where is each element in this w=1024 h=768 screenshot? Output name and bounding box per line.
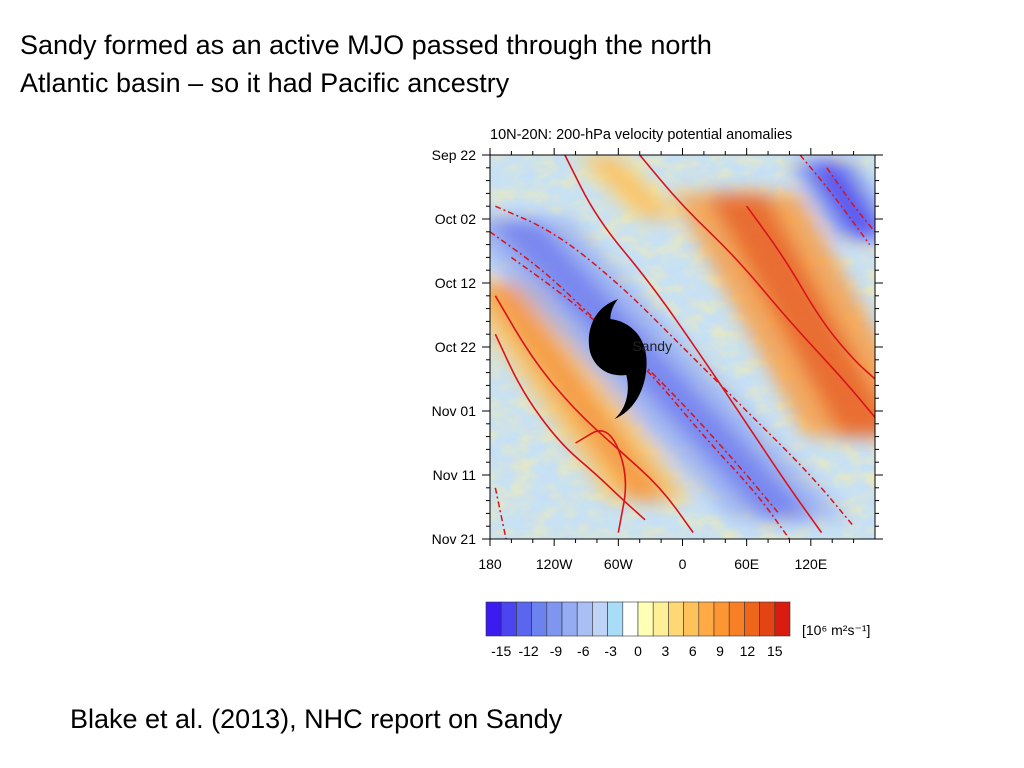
- colorbar-tick-label: -15: [491, 643, 511, 659]
- colorbar-swatch: [759, 601, 776, 637]
- contour-solid-positive: [494, 295, 694, 534]
- colorbar-swatch: [637, 601, 654, 637]
- contour-solid-positive: [564, 155, 823, 534]
- contour-solid-positive: [575, 430, 627, 533]
- colorbar-swatch: [713, 601, 730, 637]
- hurricane-symbol-icon: [588, 299, 647, 419]
- contour-dashed-negative: [799, 155, 871, 246]
- x-tick-label: 120W: [536, 556, 573, 572]
- anomaly-shading: [490, 155, 875, 520]
- chart-title: 10N-20N: 200-hPa velocity potential anom…: [490, 127, 792, 143]
- contour-dashed-negative: [510, 256, 780, 514]
- contour-solid-positive: [746, 205, 875, 380]
- colorbar-swatch: [774, 601, 791, 637]
- colorbar-tick-label: 9: [716, 643, 724, 659]
- x-tick-label: 180: [478, 556, 502, 572]
- shading-core-negative: [490, 219, 816, 520]
- x-tick-label: 0: [679, 556, 687, 572]
- colorbar-tick-label: 3: [661, 643, 669, 659]
- colorbar-swatch: [516, 601, 532, 637]
- colorbar-swatch: [561, 601, 578, 637]
- anomaly-contours: [490, 155, 875, 539]
- shading-core-positive: [490, 283, 670, 501]
- colorbar-tick-label: -12: [518, 643, 538, 659]
- y-tick-label: Oct 22: [435, 339, 476, 355]
- plot-area: [490, 155, 875, 539]
- citation: Blake et al. (2013), NHC report on Sandy: [70, 704, 563, 734]
- colorbar-tick-label: 12: [740, 643, 756, 659]
- y-tick-label: Oct 12: [435, 275, 476, 291]
- velocity-potential-chart: 10N-20N: 200-hPa velocity potential anom…: [432, 127, 883, 659]
- colorbar-swatch: [500, 601, 517, 637]
- x-tick-label: 60W: [604, 556, 634, 572]
- colorbar-swatch: [485, 601, 502, 637]
- contour-dashed-negative: [494, 487, 507, 539]
- colorbar-tick-label: -9: [550, 643, 563, 659]
- x-tick-label: 120E: [794, 556, 827, 572]
- contour-solid-positive: [639, 155, 875, 418]
- colorbar-tick-label: -3: [604, 643, 617, 659]
- y-axis: Sep 22 Oct 02 Oct 12 Oct 22 Nov 01 Nov 11 Nov …: [432, 147, 883, 547]
- colorbar-swatch: [744, 601, 760, 637]
- colorbar-tick-label: 0: [634, 643, 642, 659]
- slide-title-line-1: Sandy formed as an active MJO passed thr…: [20, 30, 712, 60]
- slide-title: Sandy formed as an active MJO passed thr…: [20, 26, 980, 102]
- colorbar: -15 -12 -9 -6 -3 0 3 6 9 12 15: [485, 601, 791, 659]
- colorbar-swatch: [576, 601, 593, 637]
- x-axis: 180 120W 60W 0 60E 120E: [478, 148, 855, 572]
- colorbar-swatch: [652, 601, 669, 637]
- y-tick-label: Nov 01: [432, 403, 477, 419]
- contour-dashed-negative: [490, 231, 791, 539]
- hovmoller-figure: 10N-20N: 200-hPa velocity potential anom…: [400, 115, 900, 675]
- colorbar-unit-label: [10⁶ m²s⁻¹]: [802, 622, 870, 638]
- shading-core-negative: [807, 161, 875, 239]
- storm-label: Sandy: [632, 338, 672, 354]
- colorbar-swatch: [683, 601, 700, 637]
- y-tick-label: Nov 21: [432, 531, 477, 547]
- colorbar-swatch: [592, 601, 608, 637]
- colorbar-tick-label: 15: [767, 643, 783, 659]
- contour-solid-positive: [494, 333, 646, 521]
- shading-core-positive: [584, 155, 674, 219]
- contour-dashed-negative: [826, 167, 875, 233]
- colorbar-swatch: [698, 601, 715, 637]
- colorbar-swatch: [546, 601, 563, 637]
- colorbar-tick-label: 6: [689, 643, 697, 659]
- y-tick-label: Nov 11: [433, 467, 477, 483]
- colorbar-swatch: [668, 601, 684, 637]
- y-tick-label: Oct 02: [435, 211, 476, 227]
- sandy-hurricane-marker: Sandy: [588, 299, 672, 419]
- y-tick-label: Sep 22: [432, 147, 477, 163]
- x-tick-label: 60E: [734, 556, 759, 572]
- colorbar-swatch: [607, 601, 624, 637]
- shading-core-positive: [707, 193, 875, 437]
- colorbar-swatch: [728, 601, 745, 637]
- colorbar-tick-label: -6: [577, 643, 590, 659]
- colorbar-swatch: [531, 601, 548, 637]
- colorbar-swatch: [622, 601, 639, 637]
- slide-title-line-2: Atlantic basin – so it had Pacific ances…: [20, 68, 510, 98]
